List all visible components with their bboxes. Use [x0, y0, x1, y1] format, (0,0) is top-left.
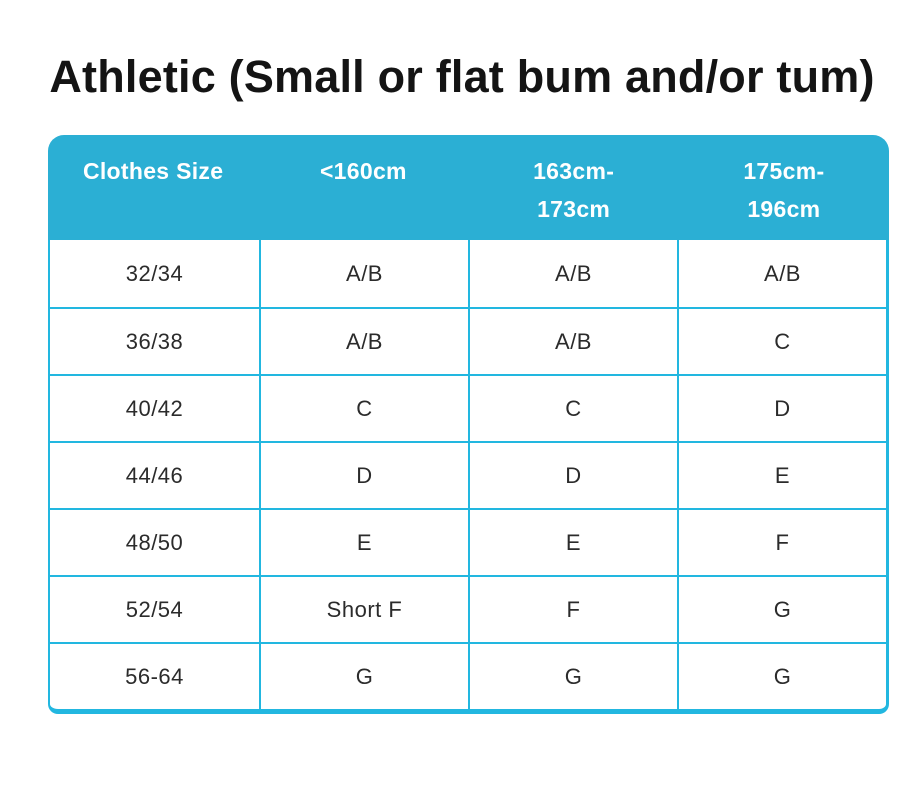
- cup-cell: A/B: [468, 240, 677, 307]
- table-row: 40/42 C C D: [50, 374, 886, 441]
- cup-cell: Short F: [259, 577, 468, 642]
- cup-cell: A/B: [259, 309, 468, 374]
- table-header-row: Clothes Size <160cm 163cm- 173cm 175cm- …: [48, 135, 889, 240]
- size-cell: 36/38: [125, 328, 184, 354]
- column-header-163-173cm: 163cm- 173cm: [533, 158, 615, 222]
- cup-cell: G: [677, 644, 886, 709]
- cup-cell: E: [677, 443, 886, 508]
- cup-cell: E: [468, 510, 677, 575]
- cup-cell: F: [677, 510, 886, 575]
- cup-cell: C: [677, 309, 886, 374]
- page-title: Athletic (Small or flat bum and/or tum): [49, 51, 875, 102]
- size-cell: 56-64: [125, 663, 184, 689]
- cup-cell: D: [677, 376, 886, 441]
- cup-cell: G: [468, 644, 677, 709]
- cup-cell: D: [468, 443, 677, 508]
- cup-cell: C: [468, 376, 677, 441]
- table-row: 52/54 Short F F G: [50, 575, 886, 642]
- cup-cell: A/B: [259, 240, 468, 307]
- size-cell: 52/54: [125, 596, 184, 622]
- table-body: 32/34 A/B A/B A/B 36/38 A/B A/B C 40/42 …: [48, 240, 889, 714]
- column-header-clothes-size: Clothes Size: [82, 158, 224, 184]
- size-cell: 44/46: [125, 462, 184, 488]
- cup-cell: D: [259, 443, 468, 508]
- table-row: 48/50 E E F: [50, 508, 886, 575]
- cup-cell: F: [468, 577, 677, 642]
- cup-cell: A/B: [468, 309, 677, 374]
- table-row: 56-64 G G G: [50, 642, 886, 709]
- cup-cell: C: [259, 376, 468, 441]
- cup-cell: E: [259, 510, 468, 575]
- table-row: 32/34 A/B A/B A/B: [50, 240, 886, 307]
- size-chart-table: Clothes Size <160cm 163cm- 173cm 175cm- …: [48, 135, 889, 714]
- table-row: 44/46 D D E: [50, 441, 886, 508]
- table-row: 36/38 A/B A/B C: [50, 307, 886, 374]
- column-header-under-160cm: <160cm: [319, 158, 407, 184]
- size-cell: 48/50: [125, 529, 184, 555]
- cup-cell: G: [259, 644, 468, 709]
- size-cell: 32/34: [125, 260, 184, 286]
- page: Athletic (Small or flat bum and/or tum) …: [0, 48, 924, 810]
- cup-cell: A/B: [677, 240, 886, 307]
- cup-cell: G: [677, 577, 886, 642]
- size-cell: 40/42: [125, 395, 184, 421]
- column-header-175-196cm: 175cm- 196cm: [743, 158, 825, 222]
